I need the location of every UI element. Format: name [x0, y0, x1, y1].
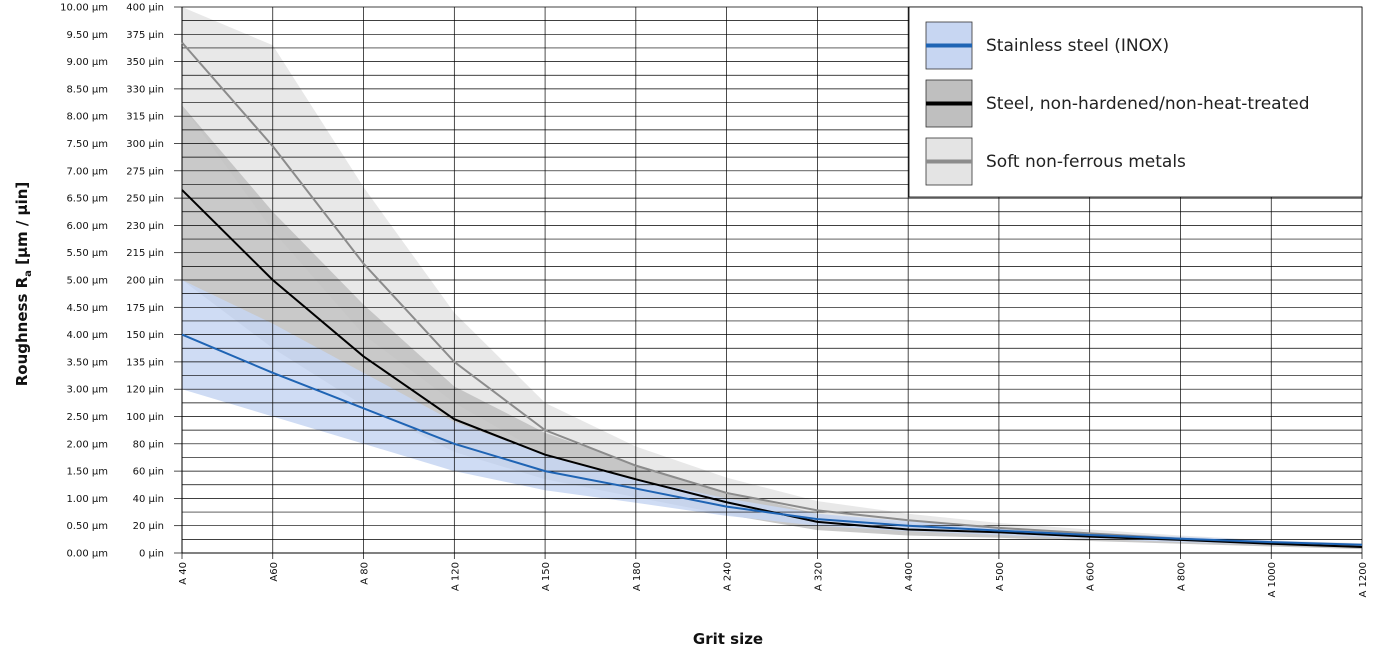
- x-axis-ticks: A 40 A60 A 80 A 120 A 150 A 180 A 240 A 320 A 40…: [178, 562, 1369, 597]
- x-tick-label: A60: [269, 562, 280, 582]
- y-tick-label-uin: 60 µin: [133, 467, 164, 478]
- y-tick-label-uin: 315 µin: [126, 112, 164, 123]
- series-lines: [181, 41, 1363, 548]
- y-tick-label-uin: 400 µin: [126, 3, 164, 14]
- y-tick-label-um: 1.50 µm: [66, 467, 108, 478]
- band-series-2: [182, 280, 1362, 547]
- y-tick-label-um: 2.50 µm: [66, 412, 108, 423]
- x-axis-title: Grit size: [693, 630, 763, 648]
- legend-label-0: Soft non-ferrous metals: [986, 152, 1186, 172]
- y-tick-label-um: 7.50 µm: [66, 139, 108, 150]
- legend-box: [908, 6, 1363, 198]
- y-tick-label-uin: 120 µin: [126, 385, 164, 396]
- y-tick-label-um: 5.50 µm: [66, 248, 108, 259]
- y-tick-label-uin: 0 µin: [139, 549, 164, 560]
- y-tick-label-uin: 375 µin: [126, 30, 164, 41]
- y-tick-label-uin: 350 µin: [126, 57, 164, 68]
- y-tick-label-um: 5.00 µm: [66, 276, 108, 287]
- y-axis-title-subscript: a: [23, 270, 34, 277]
- y-tick-label-uin: 300 µin: [126, 139, 164, 150]
- y-tick-label-uin: 100 µin: [126, 412, 164, 423]
- y-tick-label-uin: 330 µin: [126, 84, 164, 95]
- y-tick-label-um: 3.50 µm: [66, 357, 108, 368]
- y-tick-label-uin: 20 µin: [133, 521, 164, 532]
- y-tick-label-um: 8.50 µm: [66, 84, 108, 95]
- y-axis-um-ticks: 0.00 µm 0.50 µm 1.00 µm 1.50 µm 2.00 µm 2.50 …: [60, 3, 108, 560]
- y-tick-label-um: 3.00 µm: [66, 385, 108, 396]
- y-tick-label-um: 9.00 µm: [66, 57, 108, 68]
- y-tick-label-uin: 215 µin: [126, 248, 164, 259]
- y-tick-label-um: 9.50 µm: [66, 30, 108, 41]
- y-axis-title-main: Roughness R: [13, 276, 31, 386]
- confidence-bands: [182, 7, 1362, 550]
- x-tick-label: A 120: [450, 562, 461, 591]
- y-tick-label-um: 6.00 µm: [66, 221, 108, 232]
- x-tick-label: A 400: [904, 562, 915, 591]
- y-tick-label-uin: 275 µin: [126, 166, 164, 177]
- y-tick-label-um: 4.00 µm: [66, 330, 108, 341]
- y-tick-label-uin: 150 µin: [126, 330, 164, 341]
- y-tick-label-uin: 40 µin: [133, 494, 164, 505]
- x-tick-label: A 600: [1086, 562, 1097, 591]
- y-tick-label-um: 7.00 µm: [66, 166, 108, 177]
- y-tick-label-um: 10.00 µm: [60, 3, 108, 14]
- y-tick-label-um: 8.00 µm: [66, 112, 108, 123]
- y-tick-label-uin: 250 µin: [126, 194, 164, 205]
- y-axis-uin-ticks: 0 µin 20 µin 40 µin 60 µin 80 µin 100 µin 120 …: [126, 3, 164, 560]
- y-tick-label-um: 2.00 µm: [66, 439, 108, 450]
- x-tick-label: A 800: [1176, 562, 1187, 591]
- x-tick-label: A 180: [632, 562, 643, 591]
- y-tick-label-uin: 175 µin: [126, 303, 164, 314]
- y-tick-label-uin: 135 µin: [126, 357, 164, 368]
- x-tick-label: A 240: [723, 562, 734, 591]
- y-axis-title: Roughness Ra [µm / µin]: [13, 182, 34, 387]
- x-tick-label: A 80: [360, 562, 371, 585]
- y-tick-label-um: 4.50 µm: [66, 303, 108, 314]
- y-tick-label-uin: 200 µin: [126, 276, 164, 287]
- y-tick-label-um: 6.50 µm: [66, 194, 108, 205]
- x-tick-label: A 40: [178, 562, 189, 585]
- y-tick-label-um: 1.00 µm: [66, 494, 108, 505]
- x-tick-label: A 1000: [1267, 562, 1278, 597]
- legend-label-1: Steel, non-hardened/non-heat-treated: [986, 94, 1309, 114]
- x-tick-label: A 1200: [1358, 562, 1369, 597]
- y-axis-title-tail: [µm / µin]: [13, 182, 31, 270]
- legend-label-2: Stainless steel (INOX): [986, 36, 1169, 56]
- series-line-2: [181, 333, 1363, 546]
- y-tick-label-uin: 80 µin: [133, 439, 164, 450]
- x-tick-label: A 150: [541, 562, 552, 591]
- x-tick-label: A 320: [813, 562, 824, 591]
- y-tick-label-um: 0.00 µm: [66, 549, 108, 560]
- y-tick-label-uin: 230 µin: [126, 221, 164, 232]
- legend: Stainless steel (INOX) Steel, non-hardene…: [908, 6, 1363, 198]
- x-tick-label: A 500: [995, 562, 1006, 591]
- y-tick-label-um: 0.50 µm: [66, 521, 108, 532]
